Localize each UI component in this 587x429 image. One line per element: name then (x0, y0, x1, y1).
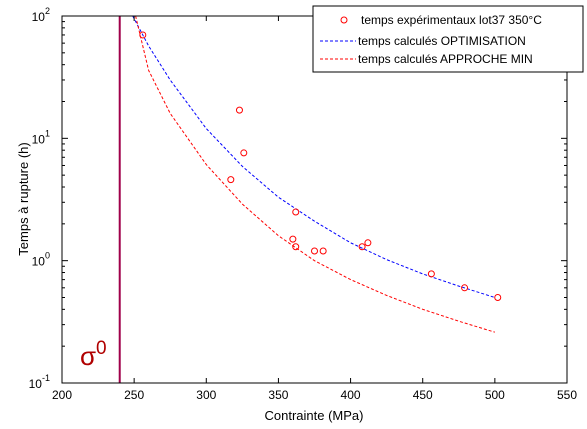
sigma-superscript: 0 (96, 338, 107, 359)
data-point (358, 243, 366, 251)
x-tick-label: 200 (52, 388, 72, 402)
series-line-2 (135, 15, 496, 333)
x-tick-label: 450 (413, 388, 433, 402)
sigma-zero-annotation: σ0 (80, 338, 107, 371)
y-tick-exponent: 0 (45, 251, 50, 261)
plot-area (62, 16, 567, 383)
legend-label-optimisation: temps calculés OPTIMISATION (358, 34, 526, 48)
sigma-symbol: σ (80, 341, 96, 371)
y-tick-label: 102 (32, 6, 50, 24)
data-point (292, 208, 300, 216)
y-tick-base: 10 (32, 255, 46, 269)
x-tick-label: 300 (196, 388, 216, 402)
y-tick-base: 10 (29, 377, 43, 391)
data-point (227, 176, 235, 184)
data-point (364, 239, 372, 247)
y-tick-exponent: 2 (45, 6, 50, 16)
data-point (311, 247, 318, 255)
legend-label-experimental: temps expérimentaux lot37 350°C (361, 13, 542, 27)
legend-label-approche-min: temps calculés APPROCHE MIN (358, 52, 533, 66)
data-point (494, 293, 502, 301)
data-point (292, 243, 300, 251)
data-point (319, 247, 327, 255)
y-axis-title: Temps à rupture (h) (16, 142, 31, 255)
data-point (427, 270, 435, 278)
data-point (289, 235, 297, 243)
y-tick-exponent: -1 (42, 373, 50, 383)
y-tick-label: 100 (32, 251, 50, 269)
x-axis-title: Contrainte (MPa) (265, 408, 364, 423)
x-tick-label: 550 (557, 388, 577, 402)
y-tick-base: 10 (32, 132, 46, 146)
y-tick-base: 10 (32, 10, 46, 24)
data-point (461, 284, 469, 292)
legend-box (312, 5, 584, 73)
legend: temps expérimentaux lot37 350°C temps ca… (312, 5, 584, 73)
data-point (139, 31, 147, 39)
x-tick-label: 400 (341, 388, 361, 402)
x-tick-label: 250 (124, 388, 144, 402)
y-tick-label: 10-1 (29, 373, 50, 391)
y-tick-label: 101 (32, 128, 50, 146)
y-tick-exponent: 1 (45, 128, 50, 138)
data-point (235, 106, 243, 114)
x-tick-label: 350 (268, 388, 288, 402)
data-point (240, 149, 248, 157)
legend-marker-experimental (340, 16, 348, 24)
x-tick-label: 500 (485, 388, 505, 402)
